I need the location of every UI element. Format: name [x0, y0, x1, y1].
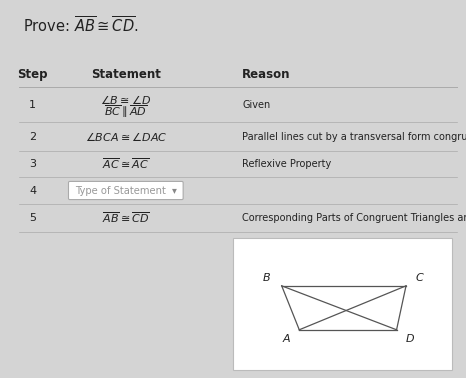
Text: Given: Given [242, 101, 271, 110]
Text: Statement: Statement [91, 68, 161, 81]
Text: $\angle B \cong \angle D$: $\angle B \cong \angle D$ [100, 93, 151, 106]
Text: $\overline{BC} \parallel \overline{AD}$: $\overline{BC} \parallel \overline{AD}$ [104, 103, 148, 120]
Text: 4: 4 [29, 186, 36, 195]
Text: D: D [405, 334, 414, 344]
FancyBboxPatch shape [233, 238, 452, 370]
Text: 2: 2 [29, 132, 36, 142]
Text: 1: 1 [29, 101, 36, 110]
Text: A: A [282, 334, 290, 344]
Text: Prove: $\overline{AB} \cong \overline{CD}$.: Prove: $\overline{AB} \cong \overline{CD… [23, 15, 139, 35]
Text: $\overline{AC} \cong \overline{AC}$: $\overline{AC} \cong \overline{AC}$ [103, 157, 149, 171]
Text: Reason: Reason [242, 68, 291, 81]
Text: B: B [262, 273, 270, 283]
Text: Parallel lines cut by a transversal form congruent alternate interior angles: Parallel lines cut by a transversal form… [242, 132, 466, 142]
Text: Step: Step [17, 68, 48, 81]
Text: Type of Statement: Type of Statement [75, 186, 166, 195]
Text: 5: 5 [29, 213, 36, 223]
Text: Reflexive Property: Reflexive Property [242, 159, 332, 169]
Text: Corresponding Parts of Congruent Triangles are Congruent (CPCTC): Corresponding Parts of Congruent Triangl… [242, 213, 466, 223]
Text: 3: 3 [29, 159, 36, 169]
Text: C: C [415, 273, 423, 283]
Text: $\angle BCA \cong \angle DAC$: $\angle BCA \cong \angle DAC$ [84, 130, 167, 143]
Text: ▾: ▾ [172, 186, 177, 195]
Text: $\overline{AB} \cong \overline{CD}$: $\overline{AB} \cong \overline{CD}$ [102, 211, 150, 225]
FancyBboxPatch shape [69, 181, 183, 200]
